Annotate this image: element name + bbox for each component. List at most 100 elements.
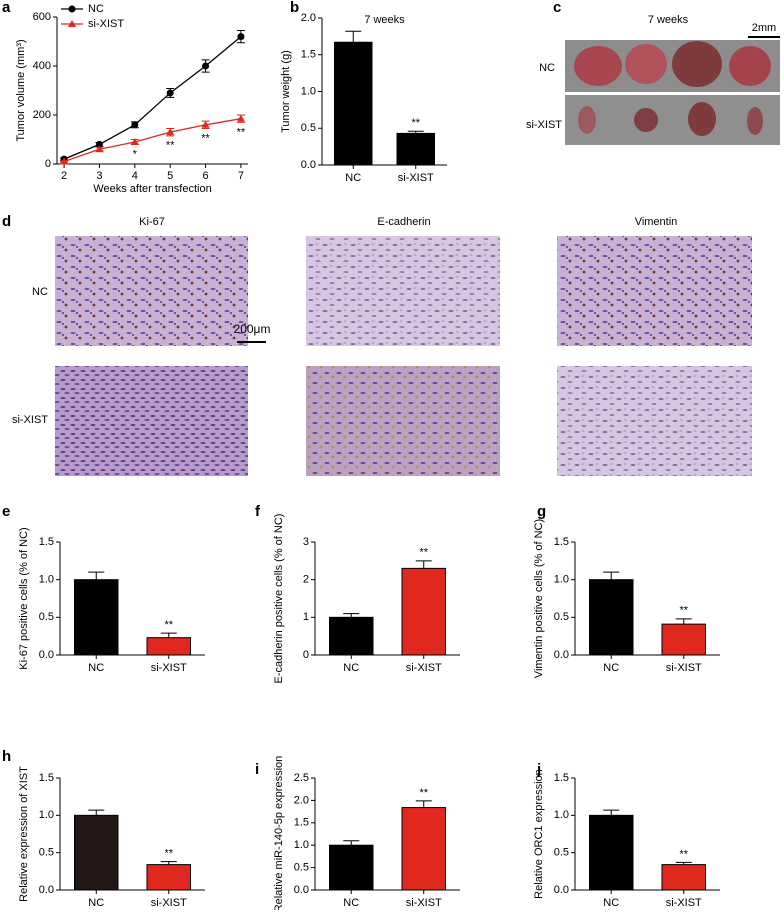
y-tick-label: 1.5 bbox=[554, 536, 569, 548]
x-tick-label: NC bbox=[603, 897, 619, 909]
row-label: NC bbox=[539, 62, 555, 74]
legend-marker bbox=[68, 20, 76, 27]
x-axis-label: Weeks after transfection bbox=[93, 183, 211, 195]
y-tick-label: 1.0 bbox=[39, 809, 54, 821]
y-tick-label: 200 bbox=[33, 109, 51, 121]
bar bbox=[74, 579, 119, 656]
series-line bbox=[63, 36, 242, 160]
x-tick-label: NC bbox=[343, 897, 359, 909]
y-axis-label: Vimentin positive cells (% of NC) bbox=[533, 519, 545, 678]
photo bbox=[565, 95, 780, 145]
x-tick-label: si-XIST bbox=[151, 897, 187, 909]
x-tick-label: 4 bbox=[132, 170, 138, 182]
legend-marker bbox=[68, 5, 76, 13]
y-tick-label: 2.5 bbox=[294, 772, 309, 784]
y-tick-label: 1.5 bbox=[39, 536, 54, 548]
point bbox=[166, 128, 175, 136]
panel-label: g bbox=[537, 503, 546, 520]
y-tick-label: 0.5 bbox=[301, 122, 316, 134]
y-tick-label: 0.0 bbox=[39, 649, 54, 661]
x-tick-label: si-XIST bbox=[666, 662, 702, 674]
y-tick-label: 0.5 bbox=[554, 847, 569, 859]
bar bbox=[396, 132, 435, 166]
error-bar bbox=[345, 30, 362, 43]
y-tick-label: 0.0 bbox=[554, 884, 569, 896]
annotation: ** bbox=[201, 132, 210, 144]
series-line bbox=[63, 118, 242, 163]
annotation: ** bbox=[679, 848, 688, 860]
point bbox=[60, 157, 69, 165]
bar bbox=[329, 844, 374, 891]
y-tick-label: 0 bbox=[45, 158, 51, 170]
error-bar bbox=[343, 613, 360, 618]
annotation: ** bbox=[164, 848, 173, 860]
y-axis-label: Relative expression of XIST bbox=[18, 766, 30, 902]
annotation: ** bbox=[419, 787, 428, 799]
point bbox=[95, 145, 104, 153]
x-tick-label: 7 bbox=[238, 170, 244, 182]
micrograph bbox=[306, 236, 500, 346]
x-tick-label: NC bbox=[345, 172, 361, 184]
y-tick-label: 1.0 bbox=[554, 809, 569, 821]
y-tick-label: 0.5 bbox=[39, 847, 54, 859]
point bbox=[130, 137, 139, 145]
panel-label: a bbox=[2, 0, 11, 16]
x-tick-label: si-XIST bbox=[666, 897, 702, 909]
annotation: ** bbox=[166, 140, 175, 152]
error-bar bbox=[675, 618, 692, 625]
panel-label: d bbox=[2, 213, 11, 230]
micrograph bbox=[55, 236, 248, 346]
scale-label: 2mm bbox=[752, 22, 776, 34]
panel-label: j bbox=[536, 761, 541, 778]
x-tick-label: si-XIST bbox=[151, 662, 187, 674]
y-tick-label: 1.5 bbox=[301, 49, 316, 61]
y-axis-label: Relative miR-140-5p expression bbox=[273, 756, 285, 910]
micrograph bbox=[55, 366, 248, 476]
y-tick-label: 1.0 bbox=[39, 574, 54, 586]
y-tick-label: 600 bbox=[33, 11, 51, 23]
point bbox=[95, 140, 103, 148]
y-axis-label: Tumor weight (g) bbox=[280, 50, 292, 133]
error-bar bbox=[675, 861, 692, 865]
annotation: * bbox=[133, 148, 138, 160]
y-tick-label: 0.0 bbox=[294, 884, 309, 896]
row-label: si-XIST bbox=[526, 119, 562, 131]
y-tick-label: 1.0 bbox=[294, 839, 309, 851]
panel-label: i bbox=[255, 761, 259, 778]
y-tick-label: 3 bbox=[303, 536, 309, 548]
y-tick-label: 1.5 bbox=[554, 772, 569, 784]
y-axis-label: E-cadherin positive cells (% of NC) bbox=[273, 514, 285, 684]
x-tick-label: 5 bbox=[167, 170, 173, 182]
bar bbox=[589, 579, 634, 656]
y-tick-label: 0.0 bbox=[39, 884, 54, 896]
y-tick-label: 400 bbox=[33, 60, 51, 72]
panel-label: f bbox=[255, 503, 261, 520]
chart-title: 7 weeks bbox=[364, 14, 405, 26]
y-tick-label: 1.5 bbox=[39, 772, 54, 784]
panel-title: 7 weeks bbox=[648, 14, 689, 26]
x-tick-label: NC bbox=[88, 662, 104, 674]
annotation: ** bbox=[237, 126, 246, 138]
annotation: ** bbox=[411, 117, 420, 129]
y-tick-label: 1 bbox=[303, 611, 309, 623]
y-tick-label: 0.0 bbox=[301, 159, 316, 171]
column-label: Vimentin bbox=[635, 216, 678, 228]
bar bbox=[589, 814, 634, 891]
micrograph bbox=[557, 366, 752, 476]
bar bbox=[334, 41, 373, 166]
panel-label: e bbox=[2, 503, 10, 520]
point bbox=[166, 89, 174, 97]
error-bar bbox=[160, 632, 177, 638]
bar bbox=[661, 864, 706, 891]
y-tick-label: 0.5 bbox=[294, 862, 309, 874]
row-label: NC bbox=[32, 286, 48, 298]
point bbox=[131, 121, 139, 129]
x-tick-label: si-XIST bbox=[406, 897, 442, 909]
panel-label: b bbox=[290, 0, 299, 16]
micrograph bbox=[557, 236, 752, 346]
bar bbox=[74, 814, 119, 891]
x-tick-label: 2 bbox=[61, 170, 67, 182]
bar bbox=[401, 567, 446, 656]
y-axis-label: Tumor volume (mm³) bbox=[15, 39, 27, 141]
